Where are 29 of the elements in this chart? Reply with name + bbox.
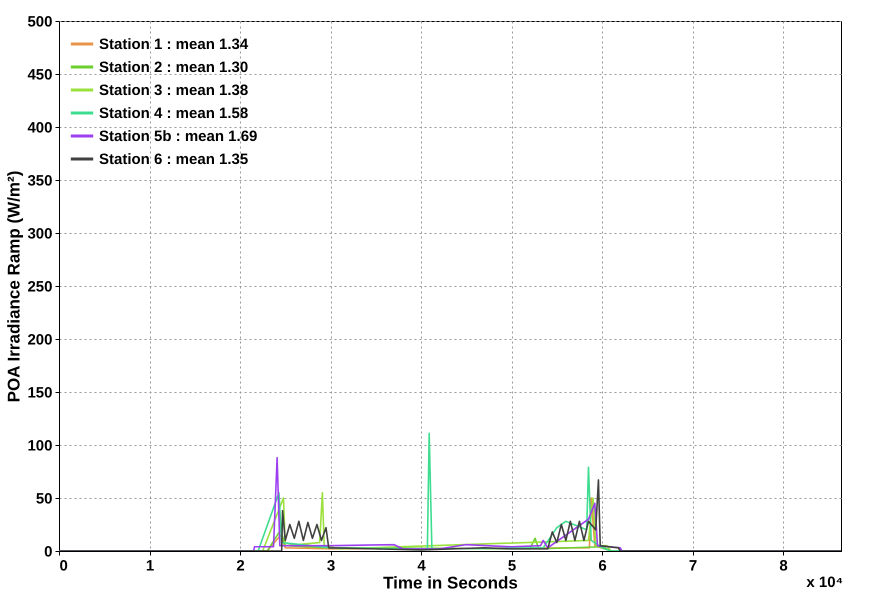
y-tick-label: 300	[27, 226, 52, 242]
y-tick-label: 250	[27, 278, 52, 296]
text: x 10⁴	[806, 574, 843, 591]
y-tick-label: 150	[27, 384, 52, 402]
y-tick-label: 100	[27, 438, 52, 454]
x-tick-label: 1	[146, 558, 154, 574]
legend-label: Station 6 : mean 1.35	[99, 151, 248, 168]
x-axis-title: Time in Seconds	[383, 574, 518, 592]
x-tick-label: 8	[779, 558, 788, 574]
x-tick-label: 4	[417, 558, 426, 574]
legend-label: Station 3 : mean 1.38	[99, 82, 248, 99]
x-tick-label: 0	[60, 558, 68, 574]
y-tick-label: 50	[36, 490, 52, 508]
x-tick-label: 3	[326, 558, 336, 574]
y-tick-label: 350	[27, 172, 52, 190]
y-tick-label: 450	[27, 66, 52, 84]
x-tick-label: 5	[508, 558, 516, 574]
legend-label: Station 5b : mean 1.69	[99, 128, 258, 145]
y-tick-label: 200	[27, 332, 52, 348]
y-tick-label: 400	[27, 120, 52, 136]
y-axis-title: POA Irradiance Ramp (W/m²)	[4, 170, 24, 402]
legend-label: Station 4 : mean 1.58	[99, 105, 248, 122]
x-tick-label: 7	[688, 558, 698, 574]
legend-label: Station 2 : mean 1.30	[99, 59, 248, 76]
x-tick-label: 2	[236, 558, 245, 574]
y-tick-label: 500	[27, 14, 52, 30]
y-tick-label: 0	[44, 544, 52, 560]
x-tick-label: 6	[598, 558, 607, 574]
legend-label: Station 1 : mean 1.34	[99, 36, 249, 53]
